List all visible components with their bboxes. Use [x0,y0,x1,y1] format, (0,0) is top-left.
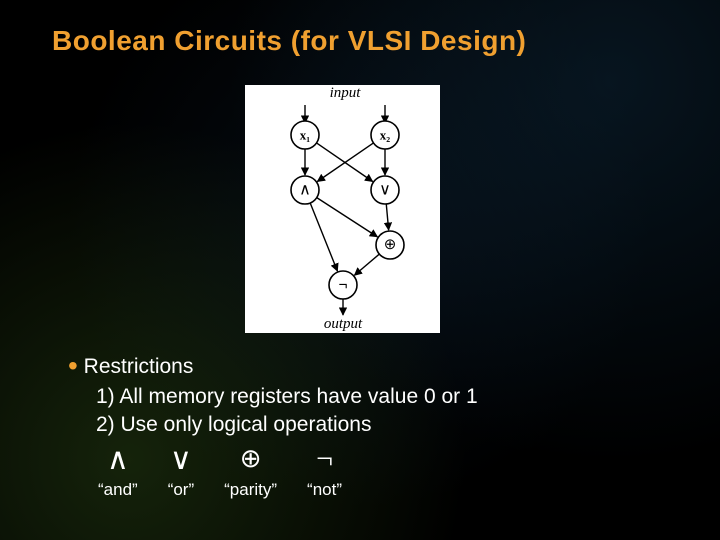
operator-label: “parity” [224,480,277,500]
operator-symbol: ⊕ [240,438,262,480]
page-title: Boolean Circuits (for VLSI Design) [52,25,526,57]
circuit-diagram: x₁ x₂ ∧ ∨ ⊕ ¬ input output [245,85,440,333]
svg-text:input: input [330,85,362,101]
restriction-item: 1) All memory registers have value 0 or … [96,383,478,411]
restriction-item: 2) Use only logical operations [96,411,371,439]
circuit-svg: x₁ x₂ ∧ ∨ ⊕ ¬ input output [245,85,440,333]
bullet-dot: • [68,350,78,381]
operators-row: ∧“and” ∨“or” ⊕“parity” ¬“not” [98,438,372,500]
operator-col: ¬“not” [307,438,342,500]
restrictions-heading: Restrictions [84,355,194,378]
operator-label: “not” [307,480,342,500]
operator-symbol: ¬ [316,438,333,480]
svg-text:output: output [324,316,363,332]
svg-text:x₂: x₂ [380,128,391,143]
operator-symbol: ∨ [170,438,192,480]
operator-col: ⊕“parity” [224,438,277,500]
svg-text:x₁: x₁ [300,128,311,143]
operator-label: “or” [168,480,194,500]
svg-text:∧: ∧ [299,182,311,199]
operator-label: “and” [98,480,138,500]
operator-col: ∨“or” [168,438,194,500]
restrictions-block: • Restrictions 1) All memory registers h… [68,345,478,439]
svg-text:⊕: ⊕ [384,237,397,253]
svg-text:∨: ∨ [379,182,391,199]
svg-text:¬: ¬ [338,277,347,294]
operator-col: ∧“and” [98,438,138,500]
operator-symbol: ∧ [107,438,129,480]
